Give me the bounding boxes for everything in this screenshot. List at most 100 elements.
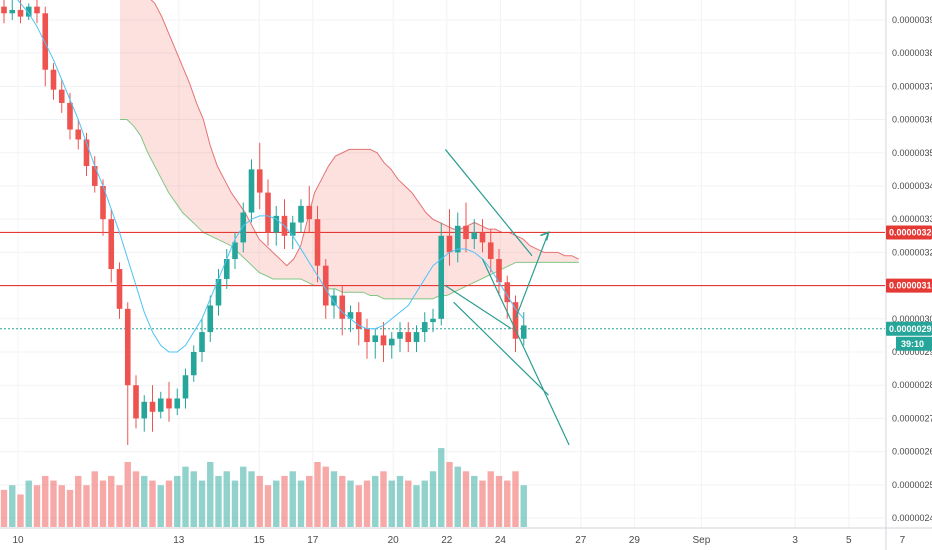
y-tick-label: 0.00000280 <box>892 380 932 390</box>
candle-body <box>232 242 238 260</box>
volume-bar <box>75 475 82 527</box>
conversion-line <box>17 0 525 353</box>
volume-bar <box>421 480 428 527</box>
volume-bar <box>314 462 321 527</box>
volume-bar <box>248 471 255 527</box>
candle-body <box>339 295 346 319</box>
candle-body <box>182 375 189 399</box>
volume-bar <box>240 466 247 527</box>
volume-bars <box>0 448 527 527</box>
volume-bar <box>17 494 24 527</box>
candle-body <box>42 13 49 70</box>
time-axis[interactable]: 101315172022242729Sep3571012 <box>0 527 932 546</box>
candle-body <box>215 278 222 306</box>
volume-bar <box>471 475 478 527</box>
volume-bar <box>182 466 189 527</box>
volume-bar <box>33 485 41 527</box>
trendline <box>445 285 512 330</box>
volume-bar <box>372 475 379 527</box>
volume-bar <box>215 475 222 527</box>
volume-bar <box>297 480 305 527</box>
volume-bar <box>306 475 313 527</box>
countdown-tag-bg <box>896 336 932 351</box>
candles <box>1 0 527 445</box>
volume-bar <box>157 485 164 527</box>
candle-body <box>223 259 230 279</box>
candle-body <box>116 268 123 309</box>
volume-bar <box>462 471 470 527</box>
candle-body <box>240 212 247 243</box>
volume-bar <box>83 485 90 527</box>
volume-bar <box>355 485 362 527</box>
volume-bar <box>512 471 519 527</box>
candle-body <box>50 69 57 90</box>
volume-bar <box>256 475 263 527</box>
volume-bar <box>504 480 511 527</box>
volume-bar <box>91 471 98 527</box>
candle-body <box>388 338 395 346</box>
price-axis[interactable]: 0.00000390 0.00000380 0.00000370 0.00000360… <box>885 0 932 550</box>
candle-body <box>446 235 453 253</box>
x-tick-label: 7 <box>900 535 906 546</box>
candle-body <box>372 335 379 343</box>
indicator-lines <box>17 0 525 353</box>
candle-body <box>207 305 214 333</box>
candle-body <box>273 215 280 233</box>
candle-body <box>58 89 65 103</box>
candle-body <box>190 352 197 376</box>
x-tick-label: 10 <box>12 535 24 546</box>
volume-bar <box>116 485 123 527</box>
volume-bar <box>0 489 8 527</box>
volume-bar <box>289 471 296 527</box>
volume-bar <box>264 485 272 527</box>
volume-bar <box>66 489 74 527</box>
x-tick-label: Sep <box>693 535 711 546</box>
volume-bar <box>174 475 181 527</box>
volume-bar <box>487 471 494 527</box>
candle-body <box>364 328 370 343</box>
y-tick-label: 0.00000390 <box>892 15 932 25</box>
volume-bar <box>223 471 230 527</box>
y-tick-label: 0.00000300 <box>892 314 932 324</box>
volume-bar <box>396 475 404 527</box>
x-tick-label: 17 <box>307 535 319 546</box>
x-tick-label: 29 <box>629 535 641 546</box>
volume-bar <box>446 462 453 527</box>
candle-body <box>413 332 420 343</box>
trendlines <box>444 149 570 446</box>
volume-bar <box>322 466 329 527</box>
volume-bar <box>339 475 346 527</box>
candle-body <box>306 205 313 220</box>
candle-body <box>1 6 7 14</box>
candle-body <box>322 265 329 306</box>
candle-body <box>17 9 24 17</box>
x-tick-label: 5 <box>846 535 852 546</box>
candle-body <box>83 139 90 167</box>
candle-body <box>265 192 271 233</box>
volume-bar <box>454 466 461 527</box>
y-tick-label: 0.00000340 <box>892 181 932 191</box>
x-tick-label: 13 <box>173 535 185 546</box>
candle-body <box>454 225 461 253</box>
countdown-tag: 39:10 <box>901 339 924 349</box>
candle-body <box>248 169 255 213</box>
arrow-head <box>540 231 550 241</box>
candle-body <box>67 102 73 130</box>
candle-body <box>421 322 428 333</box>
volume-bar <box>520 485 527 527</box>
level-tag: 0.00000310 <box>889 281 932 291</box>
level-tag: 0.00000326 <box>889 227 932 237</box>
candle-body <box>25 6 32 17</box>
axis-bg <box>886 0 932 550</box>
candle-body <box>355 312 362 329</box>
candle-body <box>9 9 16 14</box>
candle-body <box>75 129 82 140</box>
level-tag-bg <box>886 278 932 293</box>
candle-body <box>314 219 321 266</box>
candle-body <box>504 282 511 303</box>
volume-bar <box>132 471 140 527</box>
volume-bar <box>108 475 115 527</box>
candle-body <box>124 308 131 386</box>
